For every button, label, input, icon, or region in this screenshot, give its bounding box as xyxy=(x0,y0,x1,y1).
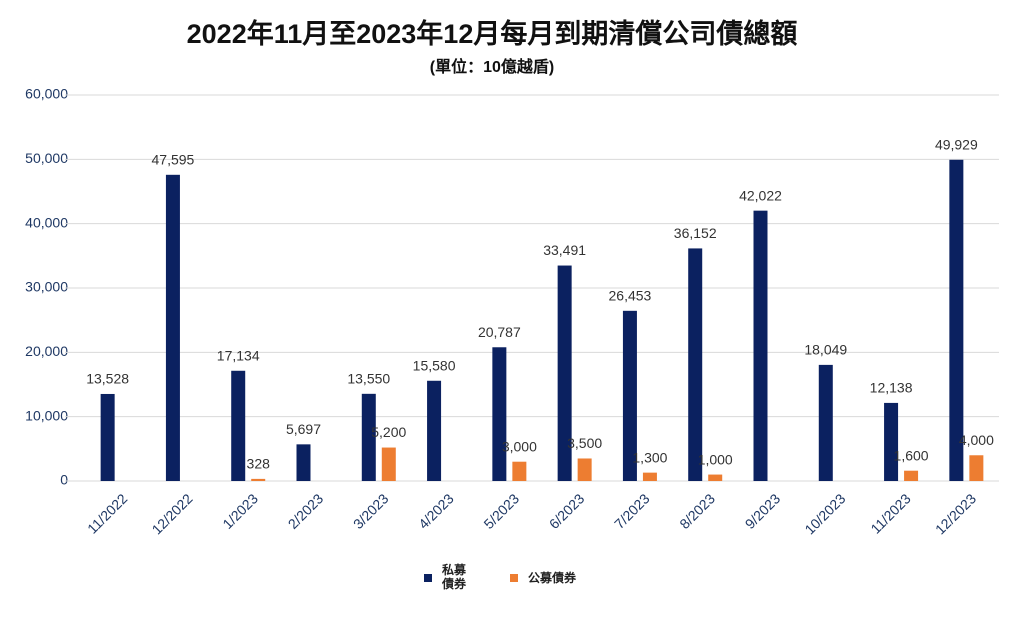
legend-label: 公募債券 xyxy=(528,571,577,585)
y-tick-label: 30,000 xyxy=(25,279,68,295)
y-tick-label: 0 xyxy=(60,472,68,488)
value-label: 1,600 xyxy=(894,447,929,463)
bar xyxy=(818,364,833,481)
bar xyxy=(969,455,984,481)
bar xyxy=(100,393,115,481)
chart-title: 2022年11月至2023年12月每月到期清償公司債總額 xyxy=(187,18,798,49)
y-tick-label: 50,000 xyxy=(25,150,68,166)
bar xyxy=(708,474,723,481)
value-label: 13,550 xyxy=(347,371,390,387)
bar xyxy=(753,210,768,482)
x-tick-label: 4/2023 xyxy=(415,490,457,532)
bar xyxy=(904,470,919,481)
x-tick-label: 6/2023 xyxy=(546,490,588,532)
y-tick-label: 20,000 xyxy=(25,343,68,359)
value-label: 18,049 xyxy=(804,342,847,358)
value-label: 17,134 xyxy=(217,347,260,363)
value-label: 33,491 xyxy=(543,242,586,258)
legend-label: 私募債券 xyxy=(442,563,467,591)
y-tick-label: 40,000 xyxy=(25,214,68,230)
legend-swatch xyxy=(424,574,432,582)
bar xyxy=(361,393,376,481)
bar xyxy=(577,458,592,481)
x-tick-label: 1/2023 xyxy=(219,490,261,532)
x-tick-label: 11/2022 xyxy=(84,490,131,537)
x-tick-label: 12/2023 xyxy=(932,490,979,537)
value-label: 3,500 xyxy=(567,435,602,451)
x-tick-label: 11/2023 xyxy=(867,490,914,537)
bar xyxy=(251,478,266,481)
value-label: 49,929 xyxy=(935,136,978,152)
value-label: 12,138 xyxy=(870,380,913,396)
value-label: 20,787 xyxy=(478,324,521,340)
bar xyxy=(622,310,637,481)
x-tick-label: 5/2023 xyxy=(480,490,522,532)
x-tick-label: 9/2023 xyxy=(742,490,784,532)
bar xyxy=(381,447,396,481)
value-label: 47,595 xyxy=(152,152,195,168)
x-tick-label: 10/2023 xyxy=(801,490,848,537)
bar xyxy=(231,370,246,481)
value-label: 13,528 xyxy=(86,371,129,387)
bar xyxy=(512,461,527,481)
bar xyxy=(427,380,442,481)
x-tick-label: 7/2023 xyxy=(611,490,653,532)
value-label: 42,022 xyxy=(739,187,782,203)
value-label: 4,000 xyxy=(959,432,994,448)
bar xyxy=(884,402,899,481)
x-tick-label: 2/2023 xyxy=(285,490,327,532)
value-label: 1,300 xyxy=(632,449,667,465)
x-tick-label: 12/2022 xyxy=(149,490,196,537)
value-label: 5,697 xyxy=(286,421,321,437)
value-label: 328 xyxy=(247,456,271,472)
x-tick-label: 8/2023 xyxy=(676,490,718,532)
bar xyxy=(688,248,703,481)
bar xyxy=(296,444,311,481)
chart-subtitle: (單位：10億越盾) xyxy=(430,57,554,76)
bar xyxy=(492,347,507,481)
bar xyxy=(557,265,572,481)
value-label: 1,000 xyxy=(698,451,733,467)
y-tick-label: 10,000 xyxy=(25,407,68,423)
x-tick-label: 3/2023 xyxy=(350,490,392,532)
value-label: 15,580 xyxy=(413,357,456,373)
bar xyxy=(642,472,657,481)
value-label: 3,000 xyxy=(502,438,537,454)
bar xyxy=(165,174,180,482)
value-label: 36,152 xyxy=(674,225,717,241)
value-label: 5,200 xyxy=(371,424,406,440)
bar xyxy=(949,159,964,481)
y-tick-label: 60,000 xyxy=(25,86,68,102)
value-label: 26,453 xyxy=(609,288,652,304)
legend-swatch xyxy=(510,574,518,582)
